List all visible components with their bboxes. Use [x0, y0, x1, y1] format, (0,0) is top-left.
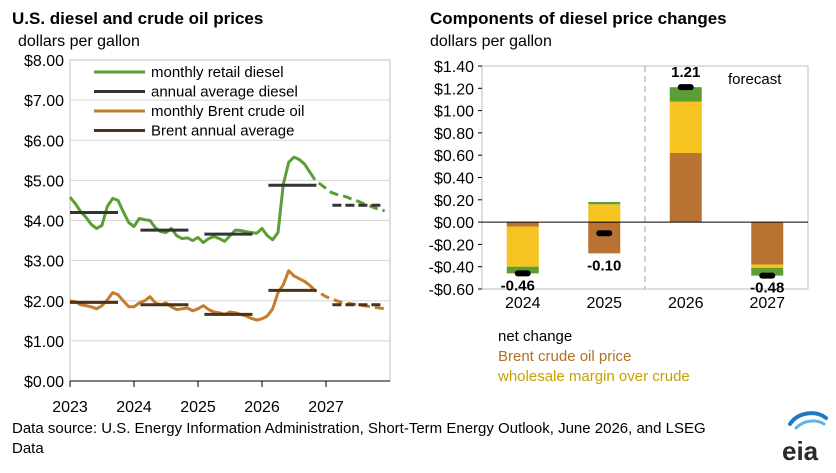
series-line-monthly-Brent-crude-oil	[69, 269, 311, 322]
left-y-tick-label: $8.00	[24, 53, 64, 70]
stacked-bar-segment-retail-margin-over-wholesale	[751, 267, 784, 276]
stacked-bar-segment-retail-margin-over-wholesale	[669, 87, 702, 102]
right-category-label: 2027	[749, 295, 785, 312]
left-legend-label: annual average diesel	[151, 84, 298, 101]
eia-logo-text: eia	[782, 436, 819, 466]
left-legend-label: Brent annual average	[151, 123, 294, 140]
net-change-label: -0.48	[750, 280, 784, 297]
stacked-bar-segment-Brent-crude-oil-price	[506, 222, 539, 227]
left-y-tick-label: $5.00	[24, 173, 64, 190]
left-y-tick-label: $7.00	[24, 93, 64, 110]
right-y-tick-label: -$0.60	[429, 282, 474, 299]
right-y-tick-label: $0.40	[434, 171, 474, 188]
right-y-tick-label: $0.00	[434, 215, 474, 232]
net-change-label: -0.46	[501, 277, 535, 294]
right-legend-label: Brent crude oil price	[498, 348, 631, 365]
net-change-label: 1.21	[671, 64, 700, 81]
stacked-bar-segment-Brent-crude-oil-price	[669, 152, 702, 223]
left-x-tick-label: 2025	[180, 399, 216, 416]
stacked-bar-segment-retail-margin-over-wholesale	[588, 202, 621, 205]
series-line-forecast-monthly-Brent-crude-oil	[308, 284, 385, 311]
left-y-tick-label: $4.00	[24, 214, 64, 231]
right-category-label: 2024	[505, 295, 541, 312]
right-y-tick-label: $0.60	[434, 148, 474, 165]
left-legend-label: monthly retail diesel	[151, 64, 284, 81]
data-source-note: Data source: U.S. Energy Information Adm…	[12, 420, 706, 457]
right-chart-title: Components of diesel price changes	[430, 9, 727, 28]
right-y-tick-label: $1.20	[434, 81, 474, 98]
right-y-tick-label: -$0.40	[429, 260, 474, 277]
right-chart-unit: dollars per gallon	[430, 33, 552, 50]
left-y-tick-label: $2.00	[24, 294, 64, 311]
net-change-label: -0.10	[587, 257, 621, 274]
stacked-bar-segment-Brent-crude-oil-price	[588, 222, 621, 254]
eia-logo: eia	[776, 406, 832, 466]
stacked-bar-segment-retail-margin-over-wholesale	[506, 266, 539, 274]
right-bar-chart: -$0.60 -$0.40 -$0.20 $0.00 $0.20 $0.40 $0.60 $0…	[429, 59, 809, 385]
series-line-monthly-retail-diesel	[68, 155, 312, 245]
left-line-chart: $0.00 $1.00 $2.00 $3.00 $4.00 $5.00 $6.00 $7.00…	[24, 53, 391, 416]
left-y-tick-label: $6.00	[24, 133, 64, 150]
series-line-forecast-monthly-retail-diesel	[308, 171, 386, 213]
right-y-tick-label: $0.80	[434, 126, 474, 143]
left-y-tick-label: $1.00	[24, 334, 64, 351]
left-legend-label: monthly Brent crude oil	[151, 103, 304, 120]
stacked-bar-segment-wholesale-margin-over-crude	[588, 204, 621, 223]
right-legend-label: net change	[498, 328, 572, 345]
right-category-label: 2026	[668, 295, 704, 312]
right-y-tick-label: -$0.20	[429, 237, 474, 254]
left-y-tick-label: $3.00	[24, 254, 64, 271]
left-y-tick-label: $0.00	[24, 374, 64, 391]
stacked-bar-segment-wholesale-margin-over-crude	[751, 264, 784, 268]
right-y-tick-label: $0.20	[434, 193, 474, 210]
eia-logo-icon: eia	[782, 411, 828, 466]
left-x-tick-label: 2026	[244, 399, 280, 416]
stacked-bar-segment-Brent-crude-oil-price	[751, 222, 784, 265]
stacked-bar-segment-wholesale-margin-over-crude	[669, 101, 702, 153]
left-x-tick-label: 2027	[308, 399, 344, 416]
stacked-bar-segment-wholesale-margin-over-crude	[506, 226, 539, 267]
left-chart-unit: dollars per gallon	[18, 33, 140, 50]
left-x-tick-label: 2023	[52, 399, 88, 416]
right-y-tick-label: $1.40	[434, 59, 474, 76]
left-chart-title: U.S. diesel and crude oil prices	[12, 9, 264, 28]
right-legend-label: wholesale margin over crude	[497, 368, 690, 385]
left-x-tick-label: 2024	[116, 399, 152, 416]
right-category-label: 2025	[586, 295, 622, 312]
forecast-label: forecast	[728, 71, 782, 88]
right-y-tick-label: $1.00	[434, 104, 474, 121]
